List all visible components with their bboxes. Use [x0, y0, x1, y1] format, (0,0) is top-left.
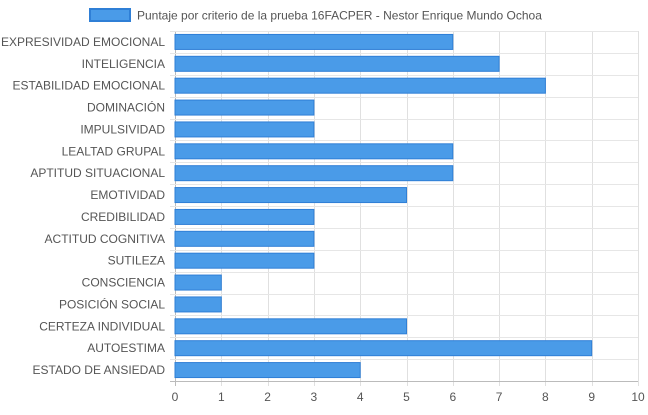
- bar[interactable]: [174, 252, 315, 269]
- x-tick-label: 10: [631, 390, 645, 404]
- category-label: LEALTAD GRUPAL: [62, 144, 166, 158]
- x-tick-label: 2: [264, 390, 271, 404]
- category-label: POSICIÓN SOCIAL: [59, 296, 165, 311]
- bar[interactable]: [174, 187, 407, 204]
- x-tick-label: 0: [172, 390, 179, 404]
- category-label: IMPULSIVIDAD: [80, 122, 165, 136]
- category-label: INTELIGENCIA: [82, 57, 165, 71]
- x-tick-label: 8: [542, 390, 549, 404]
- bar[interactable]: [174, 143, 454, 160]
- x-tick-label: 7: [496, 390, 503, 404]
- bar[interactable]: [174, 55, 500, 72]
- bar[interactable]: [174, 296, 222, 313]
- legend-label[interactable]: Puntaje por criterio de la prueba 16FACP…: [137, 9, 542, 23]
- y-axis-labels: EXPRESIVIDAD EMOCIONAL INTELIGENCIA ESTABI…: [1, 35, 165, 377]
- category-label: ESTABILIDAD EMOCIONAL: [13, 79, 166, 93]
- category-label: CONSCIENCIA: [82, 276, 165, 290]
- category-label: EMOTIVIDAD: [90, 188, 165, 202]
- bar[interactable]: [174, 165, 454, 182]
- bar[interactable]: [174, 274, 222, 291]
- x-tick-label: 9: [588, 390, 595, 404]
- legend-swatch[interactable]: [89, 8, 131, 22]
- category-label: DOMINACIÓN: [87, 100, 165, 115]
- category-label: CREDIBILIDAD: [81, 210, 165, 224]
- bar[interactable]: [174, 340, 593, 357]
- category-label: ESTADO DE ANSIEDAD: [33, 363, 166, 377]
- category-label: CERTEZA INDIVIDUAL: [39, 319, 165, 333]
- bar[interactable]: [174, 230, 315, 247]
- x-tick-label: 3: [311, 390, 318, 404]
- x-tick-label: 6: [449, 390, 456, 404]
- category-label: EXPRESIVIDAD EMOCIONAL: [1, 35, 165, 49]
- bar[interactable]: [174, 121, 315, 138]
- bar[interactable]: [174, 208, 315, 225]
- legend[interactable]: Puntaje por criterio de la prueba 16FACP…: [89, 8, 542, 23]
- bars: [174, 33, 593, 379]
- x-tick-label: 5: [403, 390, 410, 404]
- bar[interactable]: [174, 33, 454, 50]
- x-axis-labels: 0 1 2 3 4 5 6 7 8 9 10: [172, 390, 645, 404]
- x-tick-label: 4: [357, 390, 364, 404]
- bar[interactable]: [174, 77, 546, 94]
- x-tick-label: 1: [218, 390, 225, 404]
- category-label: APTITUD SITUACIONAL: [30, 166, 165, 180]
- bar[interactable]: [174, 362, 361, 379]
- category-label: ACTITUD COGNITIVA: [45, 232, 165, 246]
- bar[interactable]: [174, 318, 407, 335]
- category-label: SUTILEZA: [108, 254, 165, 268]
- category-label: AUTOESTIMA: [87, 341, 165, 355]
- bar[interactable]: [174, 99, 315, 116]
